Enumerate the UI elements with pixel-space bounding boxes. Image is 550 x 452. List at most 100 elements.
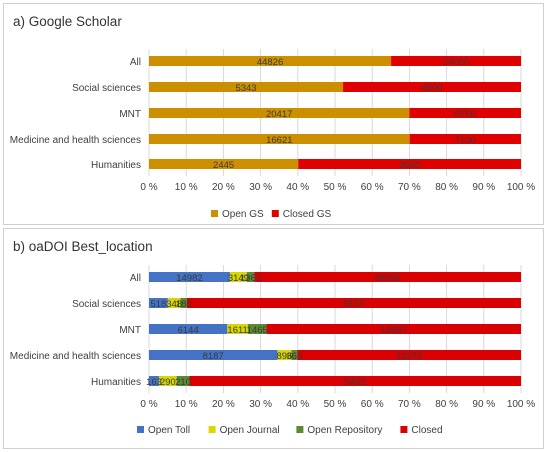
x-tick-label: 50 % xyxy=(324,182,347,193)
bar-open-journal-mnt xyxy=(227,324,248,334)
legend-label-open-gs: Open GS xyxy=(222,209,264,220)
data-label-open-journal-mnt: 1611 xyxy=(227,325,247,336)
category-label-all: All xyxy=(130,273,141,284)
x-tick-label: 40 % xyxy=(286,182,309,193)
bar-closed-all xyxy=(254,272,521,282)
data-label-open-journal-all: 3149 xyxy=(228,273,249,284)
x-tick-label: 50 % xyxy=(324,399,347,410)
data-label-closed-medicine-and-health-sciences: 14272 xyxy=(396,351,422,362)
legend-swatch-closed xyxy=(400,426,408,433)
data-label-open-toll-social-sciences: 518 xyxy=(150,299,166,310)
bar-open-repository-medicine-and-health-sciences xyxy=(291,350,298,360)
bar-open-repository-mnt xyxy=(247,324,267,334)
bar-open-journal-humanities xyxy=(158,376,177,386)
data-label-open-gs-medicine-and-health-sciences: 16621 xyxy=(266,135,292,146)
data-label-closed-gs-medicine-and-health-sciences: 7100 xyxy=(455,135,476,146)
x-tick-label: 70 % xyxy=(398,399,421,410)
x-tick-label: 10 % xyxy=(175,182,198,193)
bar-open-gs-medicine-and-health-sciences xyxy=(149,134,410,144)
data-label-closed-all: 49392 xyxy=(374,273,400,284)
bar-open-toll-social-sciences xyxy=(149,298,168,308)
bar-open-repository-social-sciences xyxy=(180,298,187,308)
category-label-all: All xyxy=(130,57,141,68)
x-tick-label: 90 % xyxy=(472,399,495,410)
data-label-closed-gs-mnt: 8750 xyxy=(455,109,476,120)
legend-swatch-open-journal xyxy=(208,426,216,433)
legend-swatch-open-gs xyxy=(211,210,218,217)
data-label-closed-mnt: 19947 xyxy=(381,325,407,336)
category-label-humanities: Humanities xyxy=(91,377,141,388)
x-tick-label: 10 % xyxy=(175,399,198,410)
bar-closed-humanities xyxy=(189,376,521,386)
category-label-social-sciences: Social sciences xyxy=(72,299,141,310)
x-tick-label: 60 % xyxy=(361,399,384,410)
x-tick-label: 0 % xyxy=(140,182,157,193)
legend-label-open-toll: Open Toll xyxy=(148,425,190,436)
category-label-medicine-and-health-sciences: Medicine and health sciences xyxy=(10,351,141,362)
x-tick-label: 80 % xyxy=(435,182,458,193)
x-tick-label: 90 % xyxy=(472,182,495,193)
data-label-open-repository-mnt: 1465 xyxy=(247,325,268,336)
category-label-mnt: MNT xyxy=(119,325,141,336)
data-label-open-toll-all: 14982 xyxy=(176,273,202,284)
x-tick-label: 60 % xyxy=(361,182,384,193)
data-label-closed-gs-humanities: 3650 xyxy=(399,160,420,171)
bar-open-repository-all xyxy=(246,272,255,282)
data-label-open-gs-mnt: 20417 xyxy=(266,109,292,120)
x-tick-label: 80 % xyxy=(435,399,458,410)
data-label-open-repository-all: 1363 xyxy=(240,273,261,284)
bar-open-gs-social-sciences xyxy=(149,82,344,92)
x-tick-label: 100 % xyxy=(507,399,535,410)
legend-label-closed: Closed xyxy=(411,425,442,436)
x-tick-label: 20 % xyxy=(212,399,235,410)
data-label-open-toll-medicine-and-health-sciences: 8187 xyxy=(203,351,224,362)
bar-closed-gs-mnt xyxy=(409,108,521,118)
data-label-open-repository-social-sciences: 180 xyxy=(176,299,192,310)
data-label-open-toll-humanities: 163 xyxy=(146,377,162,388)
bar-open-toll-all xyxy=(149,272,230,282)
data-label-closed-humanities: 5432 xyxy=(345,377,366,388)
data-label-closed-social-sciences: 9197 xyxy=(343,299,364,310)
data-label-open-gs-social-sciences: 5343 xyxy=(235,83,256,94)
legend-label-closed-gs: Closed GS xyxy=(283,209,332,220)
x-tick-label: 30 % xyxy=(249,182,272,193)
legend-label-open-repository: Open Repository xyxy=(307,425,382,436)
category-label-mnt: MNT xyxy=(119,109,141,120)
bar-open-journal-all xyxy=(229,272,247,282)
x-tick-label: 40 % xyxy=(286,399,309,410)
category-label-medicine-and-health-sciences: Medicine and health sciences xyxy=(10,135,141,146)
chart-title: b) oaDOI Best_location xyxy=(13,239,153,254)
google-scholar-chart: All 44826 24060 Social sciences 5343 4900 MNT 2… xyxy=(10,49,535,220)
legend-swatch-closed-gs xyxy=(271,210,279,217)
data-label-closed-gs-social-sciences: 4900 xyxy=(421,83,442,94)
x-tick-label: 20 % xyxy=(212,182,235,193)
legend-swatch-open-toll xyxy=(137,426,144,433)
bar-open-gs-mnt xyxy=(149,108,410,118)
x-tick-label: 70 % xyxy=(398,182,421,193)
category-label-humanities: Humanities xyxy=(91,160,141,171)
data-label-open-journal-humanities: 290 xyxy=(160,377,176,388)
data-label-open-gs-all: 44826 xyxy=(257,57,283,68)
x-tick-label: 100 % xyxy=(507,182,535,193)
bar-open-toll-mnt xyxy=(149,324,228,334)
bar-closed-gs-medicine-and-health-sciences xyxy=(409,134,521,144)
bar-open-toll-humanities xyxy=(149,376,159,386)
data-label-open-repository-humanities: 210 xyxy=(175,377,191,388)
legend-swatch-open-repository xyxy=(296,426,304,433)
bar-open-repository-humanities xyxy=(176,376,190,386)
chart-title: a) Google Scholar xyxy=(13,14,122,29)
data-label-closed-gs-all: 24060 xyxy=(443,57,469,68)
bar-closed-mnt xyxy=(266,324,521,334)
bar-closed-gs-all xyxy=(391,56,521,66)
data-label-open-journal-social-sciences: 348 xyxy=(166,299,182,310)
category-label-social-sciences: Social sciences xyxy=(72,83,141,94)
bar-closed-social-sciences xyxy=(186,298,521,308)
bar-open-gs-all xyxy=(149,56,392,66)
x-tick-label: 0 % xyxy=(140,399,157,410)
bar-closed-gs-social-sciences xyxy=(343,82,521,92)
panel-oadoi-best-location: b) oaDOI Best_location All 14982 3149 1363 4… xyxy=(3,228,544,449)
bar-open-journal-social-sciences xyxy=(167,298,181,308)
panel-google-scholar: a) Google Scholar All 44826 24060 Social sc… xyxy=(3,3,544,225)
bar-open-toll-medicine-and-health-sciences xyxy=(149,350,278,360)
